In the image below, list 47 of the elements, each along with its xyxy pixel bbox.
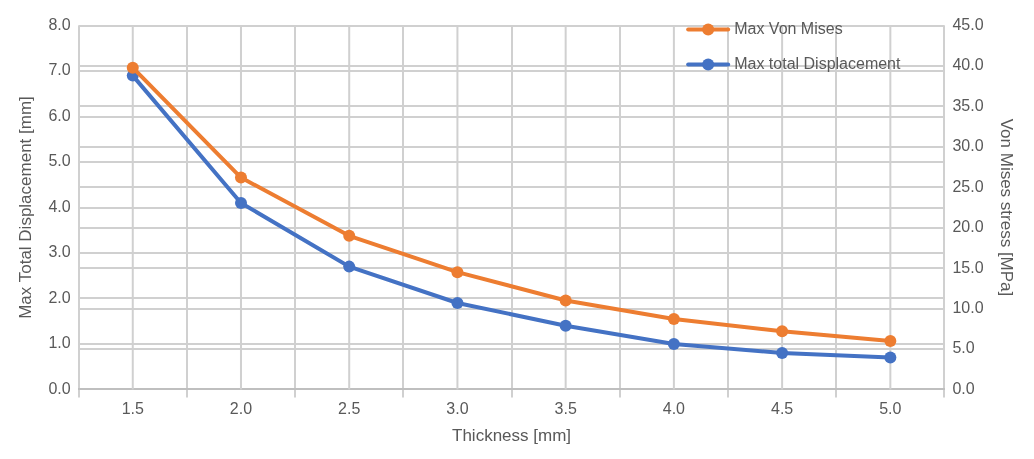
y-tick-label: 3.0 xyxy=(48,243,71,261)
y2-tick-label: 5.0 xyxy=(952,339,975,357)
x-axis-title: Thickness [mm] xyxy=(452,426,572,446)
point xyxy=(559,319,572,332)
x-tick-label: 3.0 xyxy=(446,400,469,418)
point xyxy=(667,337,680,350)
point xyxy=(126,61,139,74)
point xyxy=(776,347,789,360)
y2-tick-label: 30.0 xyxy=(952,137,984,155)
y-axis-title: Max Total Displacement [mm] xyxy=(15,96,35,319)
y2-tick-label: 35.0 xyxy=(952,96,984,114)
point xyxy=(234,196,247,209)
y2-tick-label: 45.0 xyxy=(952,16,984,34)
y-tick-label: 7.0 xyxy=(48,61,71,79)
point xyxy=(884,351,897,364)
x-tick-label: 3.5 xyxy=(554,400,577,418)
y-tick-label: 2.0 xyxy=(48,288,71,306)
x-tick-label: 2.0 xyxy=(229,400,253,418)
point xyxy=(776,325,789,338)
y2-axis-title: Von Mises stress [MPa] xyxy=(997,118,1017,297)
point xyxy=(343,229,356,242)
point xyxy=(559,294,572,307)
point xyxy=(884,334,897,347)
y-tick-label: 4.0 xyxy=(48,197,71,215)
y2-tick-label: 40.0 xyxy=(952,56,984,74)
y2-tick-label: 25.0 xyxy=(952,177,984,195)
y2-tick-label: 20.0 xyxy=(952,218,984,236)
x-tick-label: 5.0 xyxy=(879,400,902,418)
y2-tick-label: 15.0 xyxy=(952,258,984,276)
x-tick-label: 4.0 xyxy=(662,400,686,418)
x-tick-label: 2.5 xyxy=(338,400,361,418)
x-tick-label: 4.5 xyxy=(770,400,794,418)
y-tick-label: 0.0 xyxy=(48,379,71,397)
y2-tick-label: 10.0 xyxy=(952,298,984,316)
point xyxy=(234,171,247,184)
legend-label: Max Von Mises xyxy=(734,20,843,38)
y2-tick-label: 0.0 xyxy=(952,379,975,397)
point xyxy=(667,313,680,326)
point xyxy=(451,266,464,279)
y-tick-label: 8.0 xyxy=(48,16,71,34)
legend-label: Max total Displacement xyxy=(734,55,902,73)
y-tick-label: 5.0 xyxy=(48,152,71,170)
x-tick-label: 1.5 xyxy=(121,400,144,418)
y-tick-label: 1.0 xyxy=(48,334,71,352)
point xyxy=(343,260,356,273)
point xyxy=(451,297,464,309)
y-tick-label: 6.0 xyxy=(48,106,71,124)
